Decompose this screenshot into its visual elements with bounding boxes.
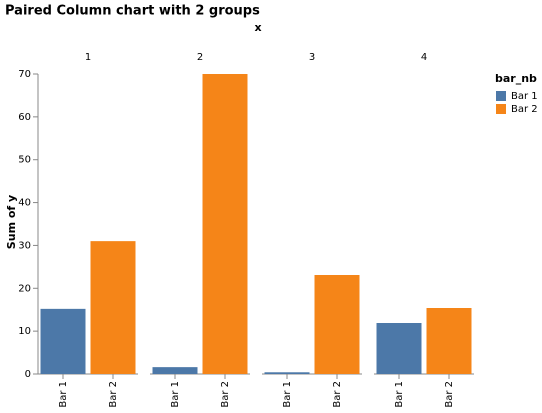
- y-tick-label: 20: [18, 283, 31, 294]
- x-tick-label: Bar 1: [170, 381, 181, 408]
- facet-label: 4: [421, 52, 427, 63]
- bar: [202, 74, 248, 374]
- legend-label: Bar 1: [511, 91, 538, 102]
- y-tick-label: 70: [18, 69, 31, 80]
- bar: [264, 372, 310, 374]
- x-tick-label: Bar 2: [220, 381, 231, 408]
- bar: [152, 367, 198, 374]
- facet-label: 3: [309, 52, 315, 63]
- bar: [90, 241, 136, 374]
- facet-label: 1: [85, 52, 91, 63]
- y-tick-label: 50: [18, 155, 31, 166]
- bar: [40, 308, 86, 374]
- x-tick-label: Bar 1: [282, 381, 293, 408]
- y-tick-label: 40: [18, 198, 31, 209]
- bar: [426, 308, 472, 374]
- chart-title: Paired Column chart with 2 groups: [5, 4, 260, 19]
- y-tick-label: 30: [18, 240, 31, 251]
- legend-swatch: [496, 91, 506, 101]
- legend-swatch: [496, 104, 506, 114]
- bar: [314, 275, 360, 374]
- x-tick-label: Bar 2: [108, 381, 119, 408]
- legend-label: Bar 2: [511, 104, 538, 115]
- y-tick-label: 10: [18, 326, 31, 337]
- bar: [376, 323, 422, 374]
- facet-title: x: [254, 21, 261, 34]
- y-tick-label: 60: [18, 112, 31, 123]
- facet-label: 2: [197, 52, 203, 63]
- x-tick-label: Bar 1: [58, 381, 69, 408]
- y-tick-label: 0: [25, 369, 31, 380]
- legend-title: bar_nb: [495, 72, 537, 85]
- y-axis-title: Sum of y: [5, 195, 18, 249]
- x-tick-label: Bar 1: [394, 381, 405, 408]
- x-tick-label: Bar 2: [444, 381, 455, 408]
- x-tick-label: Bar 2: [332, 381, 343, 408]
